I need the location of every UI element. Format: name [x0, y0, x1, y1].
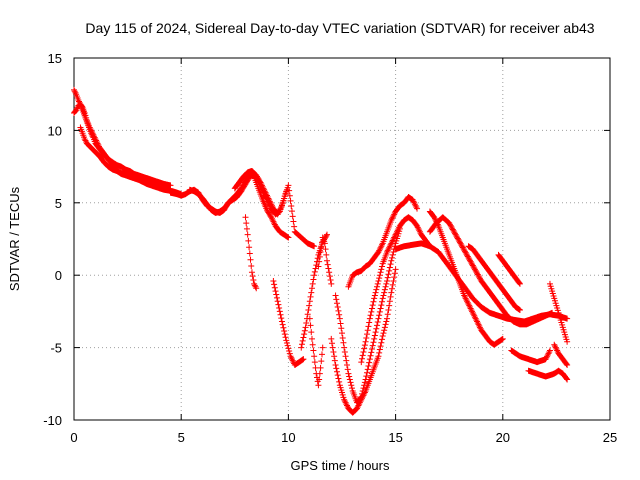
data-point-marks [315, 234, 335, 287]
series-arc-o [358, 214, 433, 366]
y-tick-label: 15 [48, 51, 62, 66]
y-tick-label: -5 [50, 341, 62, 356]
axis-ticks [73, 57, 611, 421]
data-point-marks [328, 266, 399, 416]
data-point-marks [525, 367, 571, 383]
y-tick-label: 10 [48, 123, 62, 138]
data-point-marks [270, 277, 307, 368]
x-tick-label: 25 [603, 430, 617, 445]
data-point-marks [186, 170, 318, 250]
series-arc-e [186, 170, 318, 250]
x-tick-label: 15 [388, 430, 402, 445]
data-point-marks [551, 341, 571, 368]
x-axis-label: GPS time / hours [291, 458, 390, 473]
series-arc-r [426, 214, 556, 328]
series-arc-x [551, 341, 571, 368]
series-arc-u [508, 347, 553, 366]
y-tick-label: 0 [55, 268, 62, 283]
series-arc-n [345, 194, 421, 290]
series-arc-c [77, 124, 185, 198]
data-marks [71, 86, 571, 416]
series-arc-j [306, 315, 326, 389]
grid-lines [74, 58, 610, 420]
y-tick-label: 5 [55, 196, 62, 211]
series-arc-h [270, 277, 307, 368]
series-arc-s [465, 243, 523, 313]
y-tick-label: -10 [43, 413, 62, 428]
x-tick-label: 20 [496, 430, 510, 445]
data-point-marks [465, 243, 523, 313]
data-point-marks [332, 225, 403, 406]
data-point-marks [77, 124, 185, 198]
x-tick-label: 5 [178, 430, 185, 445]
data-point-marks [426, 214, 556, 328]
x-tick-labels: 0 5 10 15 20 25 [70, 430, 617, 445]
y-axis-label: SDTVAR / TECUs [7, 186, 22, 291]
data-point-marks [358, 214, 433, 366]
data-point-marks [345, 194, 421, 290]
series-arc-v [525, 367, 571, 383]
y-tick-labels: -10 -5 0 5 10 15 [43, 51, 62, 428]
series-arc-k [315, 234, 335, 287]
series-arc-m [332, 225, 403, 406]
series-arc-f [231, 167, 290, 218]
series-arc-t [495, 251, 523, 287]
data-point-marks [546, 280, 571, 345]
series-arc-l [328, 266, 399, 416]
plot-frame [73, 57, 611, 421]
series-arc-w [546, 280, 571, 345]
data-point-marks [306, 315, 326, 389]
data-point-marks [508, 347, 553, 366]
data-point-marks [495, 251, 523, 287]
x-tick-label: 0 [70, 430, 77, 445]
x-tick-label: 10 [281, 430, 295, 445]
chart-title: Day 115 of 2024, Sidereal Day-to-day VTE… [85, 20, 594, 36]
data-point-marks [231, 167, 290, 218]
series-arc-g [242, 214, 260, 292]
data-point-marks [242, 214, 260, 292]
